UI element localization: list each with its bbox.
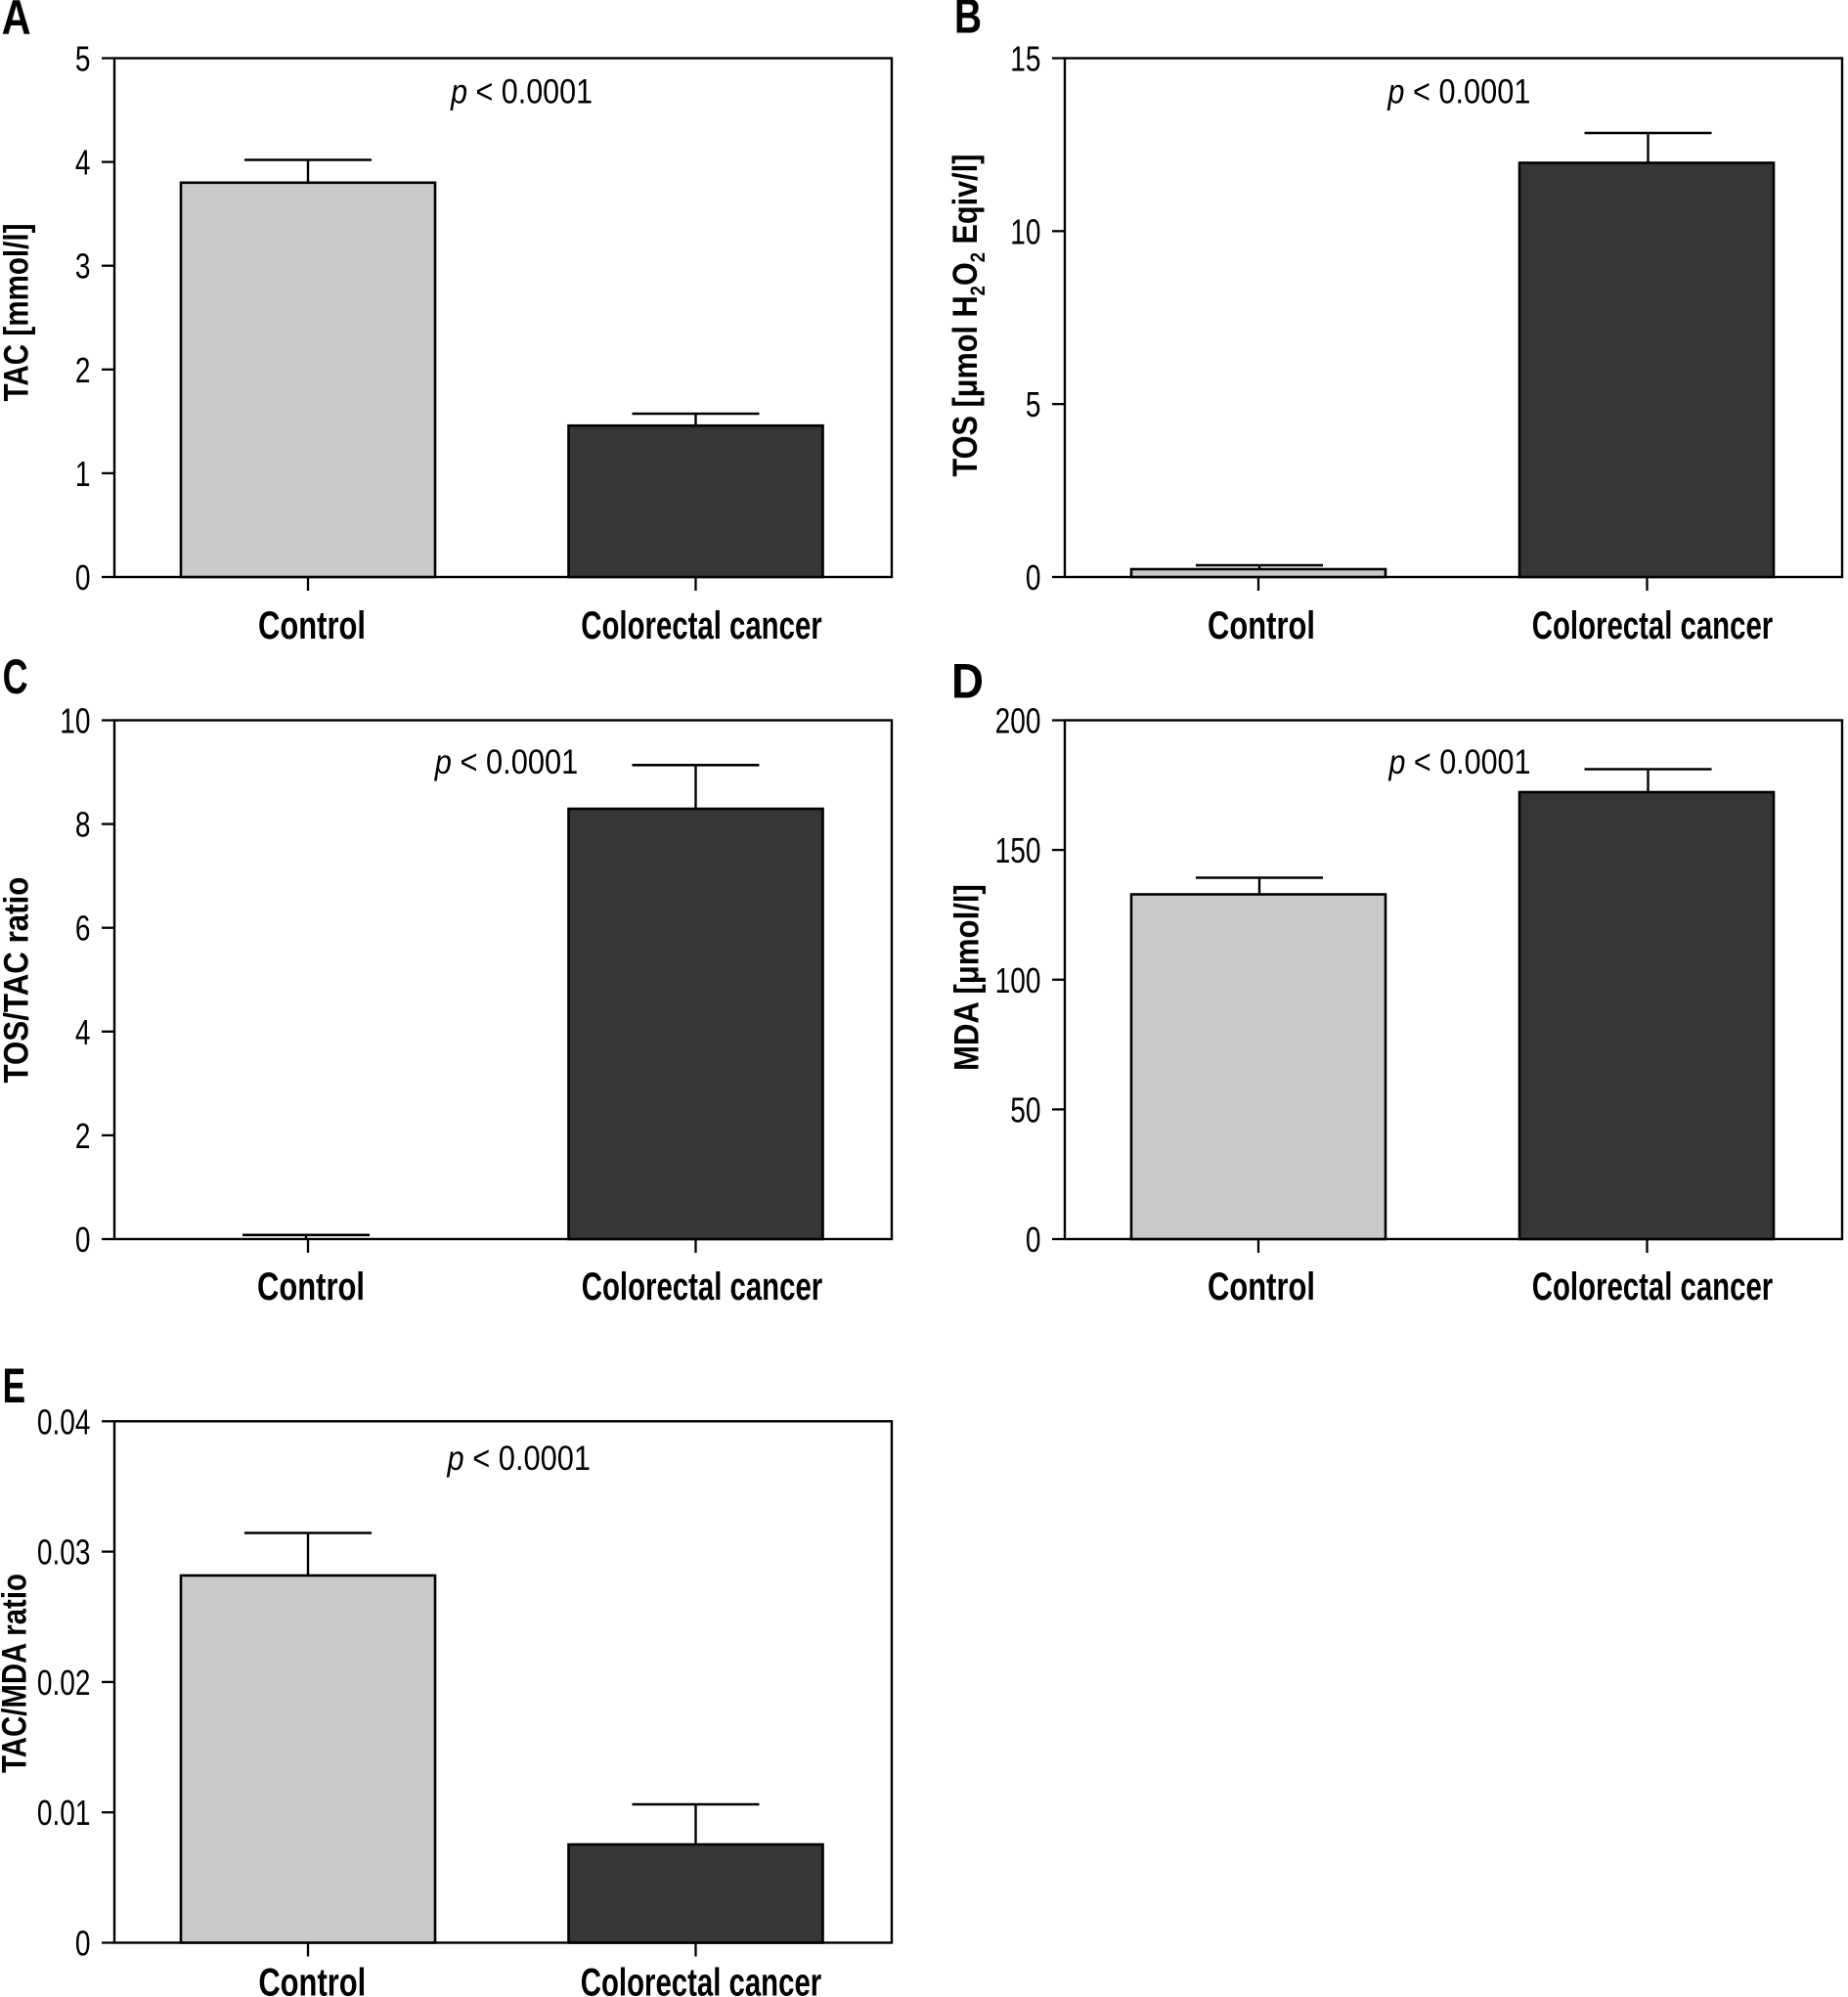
svg-text:15: 15 xyxy=(1010,39,1040,78)
svg-text:TOS [μmol H2O2 Eqiv/l]: TOS [μmol H2O2 Eqiv/l] xyxy=(946,155,990,477)
svg-text:A: A xyxy=(2,0,31,45)
svg-text:200: 200 xyxy=(995,701,1041,740)
svg-text:0.03: 0.03 xyxy=(37,1532,91,1572)
svg-text:0.02: 0.02 xyxy=(37,1664,91,1703)
svg-text:Control: Control xyxy=(258,603,366,647)
svg-text:4: 4 xyxy=(75,1012,91,1051)
svg-text:Control: Control xyxy=(1208,1265,1315,1309)
svg-text:6: 6 xyxy=(75,909,91,948)
svg-text:C: C xyxy=(3,650,28,704)
svg-text:0: 0 xyxy=(75,558,91,598)
svg-text:TAC [mmol/l]: TAC [mmol/l] xyxy=(0,224,35,402)
svg-text:TAC/MDA ratio: TAC/MDA ratio xyxy=(0,1574,33,1773)
svg-text:100: 100 xyxy=(995,960,1041,999)
svg-text:50: 50 xyxy=(1010,1090,1040,1130)
svg-text:5: 5 xyxy=(75,39,91,78)
svg-text:TOS/TAC ratio: TOS/TAC ratio xyxy=(0,877,36,1084)
svg-text:2: 2 xyxy=(75,350,91,389)
svg-text:10: 10 xyxy=(60,701,90,740)
svg-text:Control: Control xyxy=(1208,603,1315,647)
svg-text:p < 0.0001: p < 0.0001 xyxy=(434,742,578,780)
svg-text:8: 8 xyxy=(75,805,91,844)
svg-text:0: 0 xyxy=(1026,558,1041,598)
svg-text:150: 150 xyxy=(995,831,1041,870)
svg-text:0: 0 xyxy=(1026,1220,1041,1260)
svg-text:p < 0.0001: p < 0.0001 xyxy=(447,1439,591,1477)
svg-text:3: 3 xyxy=(75,246,91,286)
svg-text:D: D xyxy=(951,655,984,709)
svg-text:Colorectal cancer: Colorectal cancer xyxy=(1532,1265,1774,1309)
svg-text:B: B xyxy=(954,0,982,44)
svg-text:p < 0.0001: p < 0.0001 xyxy=(1386,72,1530,111)
svg-text:1: 1 xyxy=(75,455,91,494)
svg-text:0: 0 xyxy=(75,1220,91,1260)
svg-text:Control: Control xyxy=(258,1961,366,1997)
svg-text:Colorectal cancer: Colorectal cancer xyxy=(1532,603,1774,646)
svg-text:MDA [μmol/l]: MDA [μmol/l] xyxy=(948,884,987,1071)
svg-text:Colorectal cancer: Colorectal cancer xyxy=(581,603,822,646)
svg-text:Control: Control xyxy=(257,1265,365,1309)
svg-text:E: E xyxy=(3,1359,26,1413)
svg-text:2: 2 xyxy=(75,1117,91,1156)
svg-text:5: 5 xyxy=(1026,385,1041,424)
svg-text:Colorectal cancer: Colorectal cancer xyxy=(582,1265,823,1309)
svg-text:10: 10 xyxy=(1010,212,1040,251)
svg-text:p < 0.0001: p < 0.0001 xyxy=(1388,742,1531,780)
svg-text:0.01: 0.01 xyxy=(37,1794,91,1833)
svg-text:p < 0.0001: p < 0.0001 xyxy=(450,72,593,111)
svg-text:0.04: 0.04 xyxy=(37,1402,91,1442)
svg-text:Colorectal cancer: Colorectal cancer xyxy=(581,1961,822,1997)
svg-text:4: 4 xyxy=(75,143,91,182)
svg-text:0: 0 xyxy=(75,1924,91,1963)
